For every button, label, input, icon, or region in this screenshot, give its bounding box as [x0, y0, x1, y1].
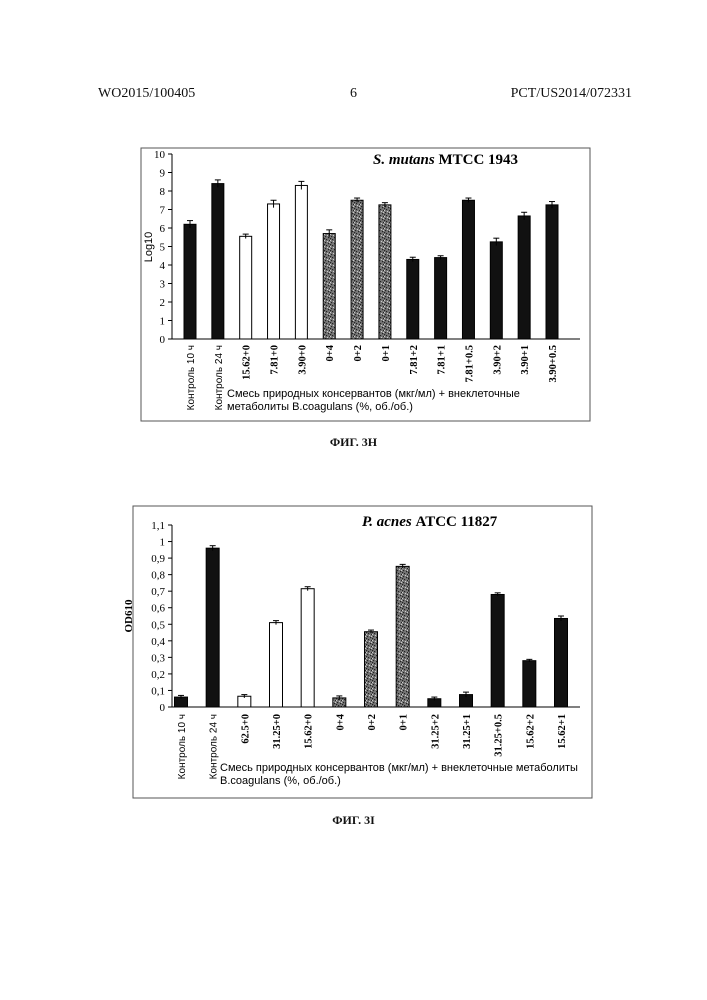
x-category-label: 7.81+1 — [437, 345, 448, 375]
x-category-label: 15.62+2 — [525, 714, 536, 749]
x-category-label: 31.25+0 — [272, 714, 283, 749]
x-category-label: Контроль 24 ч — [214, 345, 225, 410]
bar — [300, 588, 315, 708]
bar — [395, 565, 410, 708]
x-category-label: 3.90+1 — [520, 345, 531, 375]
x-category-label: 15.62+1 — [557, 714, 568, 749]
x-category-label: Контроль 24 ч — [209, 714, 220, 779]
y-tick-label: 1 — [160, 537, 166, 549]
x-category-label: 0+2 — [367, 714, 378, 730]
y-tick-label: 0 — [160, 334, 166, 346]
chart-title: S. mutans MTCC 1943 — [373, 152, 518, 168]
x-category-label: 7.81+0.5 — [464, 345, 475, 382]
chart-s-mutans: 0 1 2 3 4 5 6 7 8 9 10 Log10 S. mutans MTCC 1943 Конт… — [140, 147, 591, 422]
y-tick-label: 5 — [160, 242, 166, 254]
chart-title-strain: ATCC 11827 — [415, 514, 497, 530]
y-tick-label: 10 — [154, 149, 166, 161]
bar — [545, 204, 559, 340]
y-tick-label: 4 — [160, 260, 166, 272]
bar — [322, 233, 336, 340]
y-tick-label: 0,3 — [151, 652, 165, 664]
bar — [350, 199, 364, 340]
x-axis-title-line: Смесь природных консервантов (мкг/мл) + … — [227, 388, 520, 400]
x-category-label: Контроль 10 ч — [177, 714, 188, 779]
x-axis-title-line: Смесь природных консервантов (мкг/мл) + … — [220, 762, 578, 774]
chart-frame — [140, 147, 591, 422]
x-category-label: 3.90+0.5 — [548, 345, 559, 382]
chart-title-species: S. mutans — [373, 152, 438, 168]
chart-frame — [132, 505, 593, 799]
bar — [489, 241, 503, 340]
bar — [406, 258, 420, 340]
y-tick-label: 1 — [160, 316, 166, 328]
x-axis-title-line: B.coagulans (%, об./об.) — [220, 775, 341, 787]
chart-p-acnes: 0 0,1 0,2 0,3 0,4 0,5 0,6 0,7 0,8 0,9 1 1,1 OD610 P. … — [123, 505, 593, 799]
x-category-label: 0+1 — [381, 345, 392, 361]
chart-title-species: P. acnes — [362, 514, 415, 530]
y-tick-label: 9 — [160, 168, 166, 180]
x-category-label: 31.25+0.5 — [494, 714, 505, 757]
y-tick-label: 3 — [160, 279, 166, 291]
x-category-label: 31.25+2 — [430, 714, 441, 749]
bar — [554, 617, 568, 708]
x-category-label: Контроль 10 ч — [186, 345, 197, 410]
bar — [183, 223, 197, 340]
y-tick-label: 0,7 — [151, 586, 165, 598]
bar — [294, 184, 308, 340]
x-category-label: 15.62+0 — [304, 714, 315, 749]
header-publication-number: WO2015/100405 — [98, 86, 196, 101]
x-category-label: 62.5+0 — [240, 714, 251, 744]
y-tick-label: 7 — [160, 205, 166, 217]
y-axis-label: OD610 — [123, 599, 135, 633]
x-category-label: 0+2 — [353, 345, 364, 361]
x-category-label: 7.81+0 — [270, 345, 281, 375]
y-tick-label: 0,9 — [151, 553, 165, 565]
x-category-label: 0+4 — [325, 344, 336, 361]
y-tick-label: 0,5 — [151, 619, 165, 631]
figure-caption-3i: ФИГ. 3I — [332, 813, 375, 827]
chart-title: P. acnes ATCC 11827 — [362, 514, 498, 530]
x-axis-title-line: метаболиты B.coagulans (%, об./об.) — [227, 401, 413, 413]
x-category-label: 7.81+2 — [409, 345, 420, 375]
y-tick-label: 2 — [160, 297, 166, 309]
bar — [378, 204, 392, 340]
x-category-label: 0+4 — [335, 713, 346, 730]
bar — [267, 203, 281, 340]
bar — [269, 622, 283, 708]
header-application-number: PCT/US2014/072331 — [510, 86, 632, 101]
y-tick-label: 0,6 — [151, 603, 165, 615]
x-category-label: 3.90+2 — [492, 345, 503, 375]
bar — [461, 199, 475, 340]
y-tick-label: 0,8 — [151, 570, 165, 582]
y-tick-label: 0 — [160, 702, 166, 714]
x-category-label: 0+1 — [399, 714, 410, 730]
chart-title-strain: MTCC 1943 — [438, 152, 518, 168]
header-page-number: 6 — [350, 86, 357, 101]
y-tick-label: 0,2 — [151, 669, 165, 681]
y-tick-label: 1,1 — [151, 520, 165, 532]
y-tick-label: 0,4 — [151, 636, 165, 648]
bar — [490, 593, 505, 708]
bar — [239, 235, 253, 340]
x-category-label: 15.62+0 — [242, 345, 253, 380]
bar — [211, 183, 225, 340]
y-tick-label: 8 — [160, 186, 166, 198]
figure-caption-3h: ФИГ. 3H — [329, 435, 378, 449]
bar — [205, 547, 220, 708]
bar — [522, 660, 537, 708]
y-axis-label: Log10 — [143, 232, 155, 263]
x-category-label: 3.90+0 — [297, 345, 308, 375]
bar — [434, 257, 448, 340]
y-tick-label: 6 — [160, 223, 166, 235]
x-category-label: 31.25+1 — [462, 714, 473, 749]
bar — [364, 631, 378, 708]
y-tick-label: 0,1 — [151, 685, 165, 697]
bar — [517, 215, 531, 340]
